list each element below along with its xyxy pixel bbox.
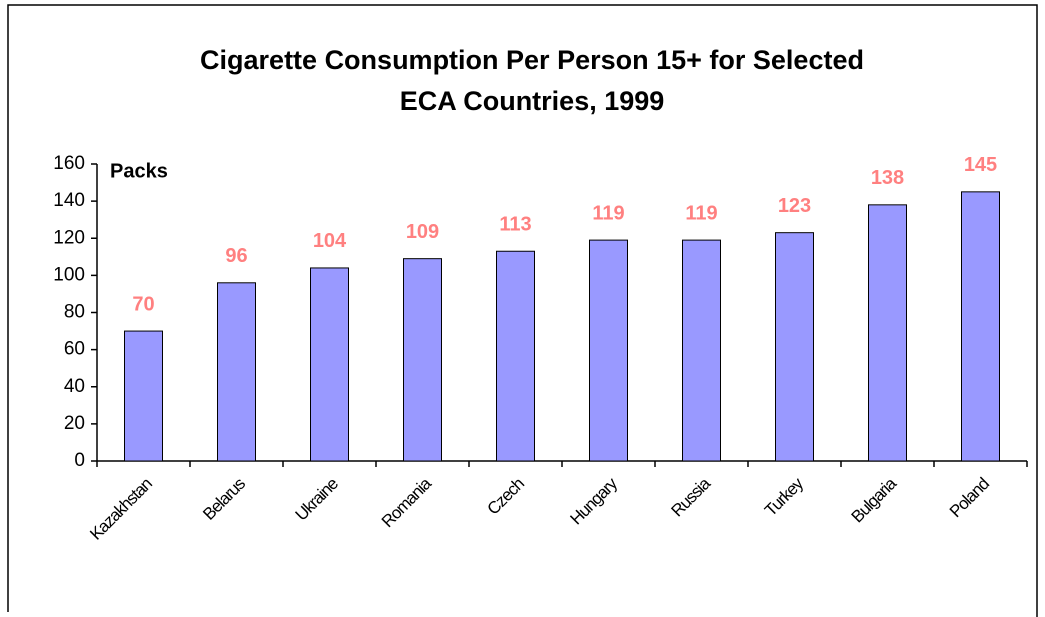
bar [403,258,442,462]
x-tick-label: Kazakhstan [86,474,156,544]
y-tick-label: 100 [53,264,85,285]
y-tick-label: 160 [53,153,85,174]
y-tick-label: 120 [53,227,85,248]
x-tick-label: Ukraine [292,474,342,524]
data-label: 145 [964,154,997,176]
x-tick-label: Turkey [761,474,808,521]
x-tick-label: Czech [484,474,528,518]
x-tick-label: Romania [378,473,436,531]
y-axis-label: Packs [110,160,168,182]
y-tick-label: 80 [64,302,85,323]
x-tick-label: Hungary [567,474,622,529]
x-tick-label: Poland [946,474,993,521]
data-label: 123 [778,195,811,217]
bar [124,330,163,462]
y-tick-label: 0 [74,450,85,471]
data-label: 96 [225,245,247,267]
bar [310,267,349,462]
bar [217,282,256,462]
bar [868,204,907,462]
chart-title: Cigarette Consumption Per Person 15+ for… [200,45,864,75]
bar [496,250,535,462]
bar [961,191,1000,462]
data-label: 109 [406,221,439,243]
data-label: 104 [313,230,347,252]
bar [682,239,721,462]
x-tick-label: Russia [668,473,715,520]
y-tick-label: 40 [64,376,85,397]
data-label: 70 [132,293,154,315]
y-tick-label: 140 [53,190,85,211]
x-tick-label: Bulgaria [848,473,901,526]
chart-border [7,4,1038,617]
chart-title: ECA Countries, 1999 [400,86,665,116]
x-tick-label: Belarus [199,474,249,524]
bar [589,239,628,462]
y-tick-label: 20 [64,413,85,434]
data-label: 113 [499,214,531,236]
data-label: 119 [592,202,624,224]
bar [775,232,814,462]
y-tick-label: 60 [64,339,85,360]
data-label: 138 [871,167,904,189]
data-label: 119 [685,202,717,224]
